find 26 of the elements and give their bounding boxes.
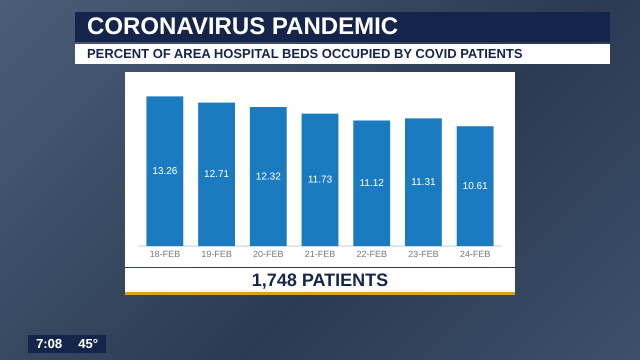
x-tick-label: 22-FEB: [356, 249, 387, 260]
bar: [405, 118, 442, 246]
bar: [146, 96, 184, 246]
data-label: 11.73: [308, 174, 333, 186]
bar: [456, 126, 494, 246]
bar: [198, 102, 235, 246]
text: 7:08: [36, 335, 62, 353]
x-tick-label: 20-FEB: [253, 249, 284, 260]
bar: [302, 114, 338, 246]
data-label: 11.31: [411, 177, 436, 188]
data-label: 12.71: [204, 169, 230, 180]
chart-title: CORONAVIRUS PANDEMIC: [75, 12, 610, 42]
data-label: 10.61: [462, 181, 488, 192]
text: 1,748 PATIENTS: [125, 268, 515, 295]
x-tick-label: 19-FEB: [201, 249, 232, 260]
data-label: 11.12: [360, 178, 384, 190]
text: 45°: [78, 335, 98, 353]
data-label: 12.32: [256, 171, 282, 182]
bar: [250, 106, 287, 246]
x-tick-label: 21-FEB: [304, 249, 336, 260]
bar: [353, 120, 390, 246]
x-tick-label: 24-FEB: [460, 249, 490, 260]
x-tick-label: 18-FEB: [150, 249, 180, 260]
data-label: 13.26: [152, 166, 178, 178]
x-tick-label: 23-FEB: [408, 249, 439, 260]
chart-subtitle: PERCENT OF AREA HOSPITAL BEDS OCCUPIED BY COVID PATIENTS: [75, 44, 610, 64]
